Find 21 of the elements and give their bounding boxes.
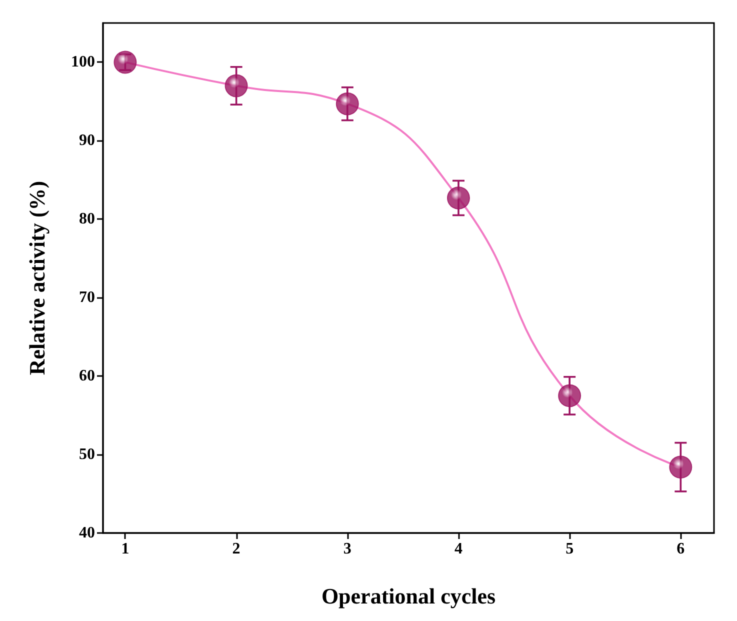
x-axis-title: Operational cycles <box>321 584 496 608</box>
x-tick-label: 6 <box>676 540 685 558</box>
point <box>224 74 248 98</box>
x-tick-label: 4 <box>454 540 462 558</box>
y-tick-label: 90 <box>79 132 95 150</box>
point <box>669 456 692 479</box>
y-axis-title: Relative activity (%) <box>24 180 50 376</box>
point <box>558 384 582 408</box>
point <box>114 50 137 74</box>
y-tick-label: 70 <box>79 289 95 306</box>
x-tick-label: 1 <box>121 540 130 558</box>
x-tick-label: 3 <box>343 540 352 558</box>
y-tick-label: 80 <box>79 210 95 228</box>
y-tick-label: 100 <box>71 54 95 71</box>
y-tick-label: 50 <box>79 446 95 464</box>
y-tick-label: 40 <box>79 524 95 542</box>
x-tick-label: 5 <box>566 540 574 558</box>
point <box>336 92 359 116</box>
x-tick-label: 2 <box>232 540 240 558</box>
point <box>447 186 470 210</box>
y-tick-label: 60 <box>79 368 95 385</box>
